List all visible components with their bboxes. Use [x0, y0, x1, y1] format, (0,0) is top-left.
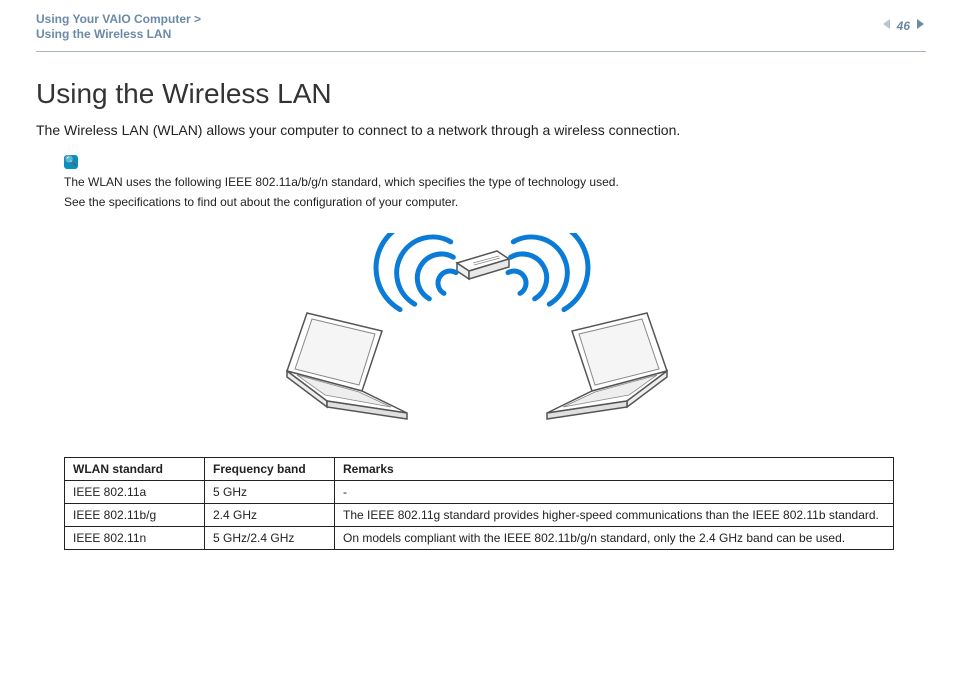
next-page-icon[interactable]: [914, 18, 926, 33]
cell-band: 5 GHz: [205, 481, 335, 504]
intro-text: The Wireless LAN (WLAN) allows your comp…: [36, 120, 918, 140]
wave-left-icon: [358, 233, 474, 325]
wlan-diagram: [257, 233, 697, 433]
cell-band: 2.4 GHz: [205, 504, 335, 527]
table-row: IEEE 802.11n 5 GHz/2.4 GHz On models com…: [65, 527, 894, 550]
pager: 46: [881, 18, 926, 33]
page-title: Using the Wireless LAN: [36, 78, 918, 110]
col-header-remarks: Remarks: [335, 458, 894, 481]
prev-page-icon[interactable]: [881, 18, 893, 33]
wlan-table: WLAN standard Frequency band Remarks IEE…: [64, 457, 894, 550]
content: Using the Wireless LAN The Wireless LAN …: [0, 52, 954, 550]
header: Using Your VAIO Computer > Using the Wir…: [0, 0, 954, 47]
laptop-right-icon: [547, 313, 667, 419]
cell-standard: IEEE 802.11n: [65, 527, 205, 550]
col-header-standard: WLAN standard: [65, 458, 205, 481]
wave-right-icon: [490, 233, 606, 325]
note-line-1: The WLAN uses the following IEEE 802.11a…: [64, 174, 918, 191]
breadcrumb-sub: Using the Wireless LAN: [36, 27, 954, 41]
cell-remarks: -: [335, 481, 894, 504]
breadcrumb-top: Using Your VAIO Computer >: [36, 12, 954, 26]
col-header-band: Frequency band: [205, 458, 335, 481]
note-line-2: See the specifications to find out about…: [64, 194, 918, 211]
cell-standard: IEEE 802.11b/g: [65, 504, 205, 527]
info-icon: 🔍: [64, 155, 78, 169]
cell-standard: IEEE 802.11a: [65, 481, 205, 504]
laptop-left-icon: [287, 313, 407, 419]
note-block: 🔍 The WLAN uses the following IEEE 802.1…: [36, 154, 918, 211]
table-row: IEEE 802.11a 5 GHz -: [65, 481, 894, 504]
cell-band: 5 GHz/2.4 GHz: [205, 527, 335, 550]
cell-remarks: The IEEE 802.11g standard provides highe…: [335, 504, 894, 527]
cell-remarks: On models compliant with the IEEE 802.11…: [335, 527, 894, 550]
table-row: IEEE 802.11b/g 2.4 GHz The IEEE 802.11g …: [65, 504, 894, 527]
table-header-row: WLAN standard Frequency band Remarks: [65, 458, 894, 481]
page-number: 46: [897, 19, 910, 33]
router-icon: [457, 251, 509, 279]
